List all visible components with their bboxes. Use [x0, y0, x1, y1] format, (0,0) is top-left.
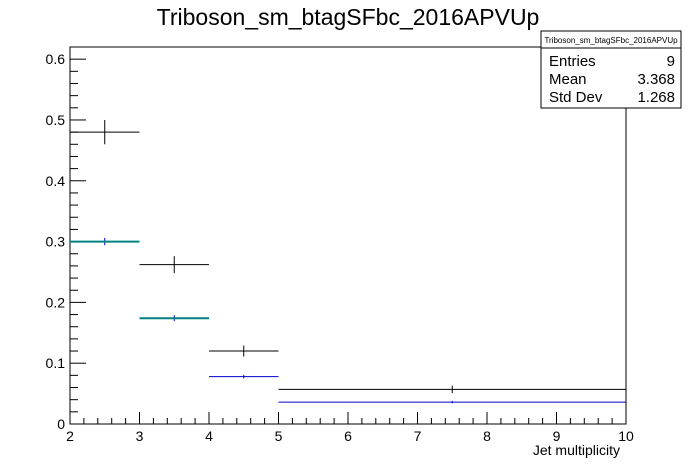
y-tick-label: 0.4: [46, 173, 66, 189]
stats-mean-label: Mean: [549, 71, 587, 88]
data-point: [209, 345, 279, 357]
x-tick-label: 4: [205, 428, 213, 444]
x-tick-label: 6: [344, 428, 352, 444]
x-tick-label: 5: [275, 428, 283, 444]
y-tick-label: 0.5: [46, 112, 66, 128]
stats-entries-value: 9: [667, 53, 675, 70]
data-point: [139, 256, 209, 274]
x-tick-label: 8: [483, 428, 491, 444]
y-tick-label: 0.1: [46, 355, 66, 371]
stats-box: Triboson_sm_btagSFbc_2016APVUp Entries 9…: [540, 30, 682, 109]
y-axis: 0 0.1 0.2 0.3 0.4 0.5 0.6: [46, 46, 86, 432]
stats-entries-label: Entries: [549, 53, 596, 70]
y-tick-label: 0.6: [46, 51, 66, 67]
x-tick-label: 2: [66, 428, 74, 444]
x-axis-label: Jet multiplicity: [533, 442, 620, 458]
stats-box-frame: [540, 30, 682, 109]
stats-mean-value: 3.368: [637, 71, 675, 88]
data-point: [70, 119, 140, 145]
x-tick-label: 9: [553, 428, 561, 444]
data-point: [209, 374, 279, 379]
data-point: [278, 385, 626, 393]
stats-box-title: Triboson_sm_btagSFbc_2016APVUp: [544, 36, 678, 45]
x-tick-label: 10: [618, 428, 634, 444]
data-series-layer: [70, 119, 626, 404]
x-axis: 2 3 4 5 6 7 8 9 10: [66, 412, 634, 444]
stats-stddev-value: 1.268: [637, 89, 675, 106]
stats-stddev-label: Std Dev: [549, 89, 603, 106]
y-tick-label: 0: [57, 416, 65, 432]
data-point: [278, 400, 626, 404]
y-tick-label: 0.3: [46, 234, 66, 250]
y-tick-label: 0.2: [46, 294, 66, 310]
chart-title: Triboson_sm_btagSFbc_2016APVUp: [157, 4, 540, 30]
x-tick-label: 3: [136, 428, 144, 444]
x-tick-label: 7: [414, 428, 422, 444]
